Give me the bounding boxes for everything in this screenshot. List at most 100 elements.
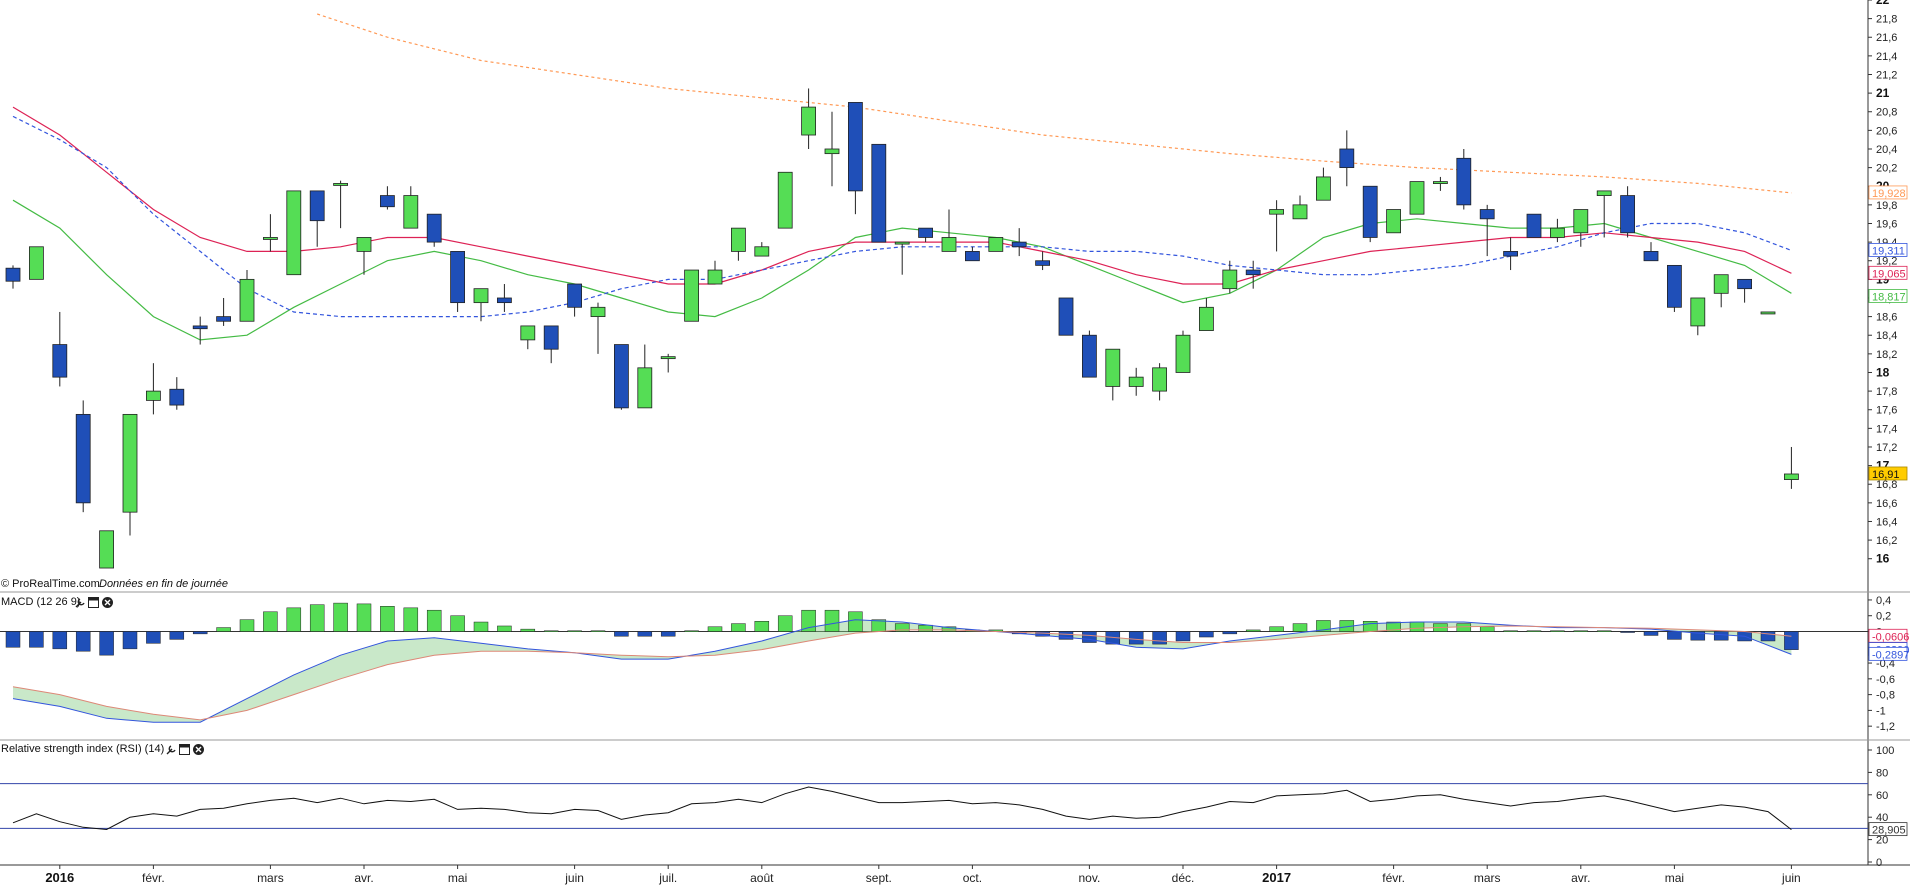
- close-icon-cross: [104, 599, 111, 606]
- macd-histogram-bar: [192, 631, 208, 635]
- candle-body: [1503, 251, 1518, 257]
- macd-histogram-bar: [707, 626, 723, 632]
- candle-body: [1292, 204, 1308, 220]
- value-tag-label: -0,0606: [1872, 631, 1909, 643]
- candle-body: [426, 213, 442, 243]
- wrench-icon-shape: [166, 745, 176, 755]
- candle-body: [1760, 311, 1776, 315]
- candle-body: [216, 316, 232, 322]
- y-tick-label: 20,2: [1876, 163, 1897, 175]
- x-tick-label: 2016: [45, 870, 74, 885]
- macd-histogram-bar: [637, 631, 653, 637]
- candle-body: [1269, 209, 1284, 215]
- candle-body: [894, 241, 910, 245]
- y-tick-label: 20,4: [1876, 144, 1897, 156]
- y-tick-label: 16: [1876, 552, 1890, 566]
- y-tick-label: 0: [1876, 857, 1882, 869]
- y-tick-label: 16,6: [1876, 498, 1897, 510]
- candle-body: [1643, 251, 1659, 262]
- candle-body: [1011, 241, 1027, 248]
- window-icon-bar: [179, 744, 190, 748]
- macd-histogram-bar: [450, 615, 465, 632]
- candle-body: [1339, 148, 1355, 169]
- candle-body: [403, 195, 419, 229]
- y-tick-label: 21,2: [1876, 69, 1897, 81]
- rsi-line: [12, 786, 1792, 831]
- candle-body: [1667, 264, 1682, 308]
- x-tick-label: mai: [1665, 871, 1684, 885]
- x-tick-label: mars: [1474, 871, 1501, 885]
- y-tick-label: 18,2: [1876, 349, 1897, 361]
- candle-body: [1737, 278, 1752, 290]
- candle-body: [75, 413, 91, 504]
- candle-body: [1245, 269, 1261, 276]
- x-tick-label: sept.: [866, 871, 892, 885]
- macd-label: MACD (12 26 9): [1, 596, 80, 608]
- macd-histogram-bar: [1292, 623, 1308, 632]
- window-icon[interactable]: [88, 597, 99, 608]
- credit-note: Données en fin de journée: [99, 578, 228, 590]
- y-tick-label: -1: [1876, 705, 1886, 717]
- x-tick-label: mai: [448, 871, 467, 885]
- y-tick-label: 17,6: [1876, 405, 1897, 417]
- candle-body: [122, 413, 138, 513]
- value-tag-label: 19,311: [1872, 245, 1905, 257]
- macd-histogram-bar: [754, 620, 770, 632]
- candle-body: [731, 227, 746, 252]
- credit-text: © ProRealTime.com: [1, 578, 100, 590]
- candle-body: [356, 237, 372, 252]
- close-icon[interactable]: [102, 597, 113, 608]
- x-tick-label: avr.: [1571, 871, 1590, 885]
- candle-body: [52, 344, 68, 378]
- macd-histogram-bar: [1784, 631, 1799, 650]
- wrench-icon[interactable]: [166, 745, 176, 755]
- macd-histogram-bar: [263, 611, 278, 632]
- candle-body: [286, 190, 302, 276]
- y-tick-label: 21,6: [1876, 32, 1897, 44]
- y-tick-label: 21,8: [1876, 14, 1897, 26]
- candle-body: [1316, 176, 1331, 201]
- candle-body: [1690, 297, 1706, 327]
- x-tick-label: déc.: [1172, 871, 1195, 885]
- candle-body: [239, 278, 255, 322]
- value-tag: [1868, 185, 1908, 200]
- window-icon[interactable]: [179, 744, 190, 755]
- macd-histogram-bar: [567, 630, 582, 632]
- macd-histogram-bar: [1620, 631, 1635, 633]
- macd-histogram-bar: [239, 619, 255, 632]
- candle-body: [450, 251, 466, 304]
- macd-line: [12, 619, 1792, 723]
- window-icon-bar: [88, 597, 99, 601]
- macd-histogram-bar: [1550, 630, 1565, 632]
- x-tick-label: avr.: [354, 871, 373, 885]
- candle-body: [1620, 195, 1635, 234]
- y-tick-label: 18,6: [1876, 312, 1897, 324]
- macd-histogram-bar: [75, 631, 91, 652]
- candle-body: [1082, 334, 1097, 378]
- candle-body: [660, 356, 676, 360]
- value-tag: [1868, 646, 1908, 661]
- y-tick-label: 100: [1876, 745, 1894, 757]
- candle-body: [1550, 227, 1565, 238]
- macd-histogram-bar: [1643, 631, 1659, 636]
- macd-histogram-bar: [426, 609, 442, 632]
- value-tag: [1868, 265, 1908, 280]
- macd-histogram-bar: [1713, 631, 1729, 641]
- macd-histogram-bar: [52, 631, 68, 650]
- candle-body: [1713, 274, 1729, 294]
- macd-histogram-bar: [1573, 630, 1589, 632]
- candle-body: [1105, 348, 1121, 387]
- macd-histogram-bar: [1479, 626, 1495, 632]
- y-tick-label: 20,8: [1876, 107, 1897, 119]
- candle-body: [848, 102, 863, 192]
- y-tick-label: 20,6: [1876, 125, 1897, 137]
- macd-histogram-bar: [497, 625, 512, 632]
- wrench-icon[interactable]: [75, 598, 85, 608]
- price-panel: [5, 13, 1799, 569]
- y-tick-label: 0,4: [1876, 595, 1891, 607]
- close-icon[interactable]: [193, 744, 204, 755]
- candle-body: [309, 190, 325, 222]
- macd-histogram-bar: [590, 630, 606, 632]
- candle-body: [1362, 185, 1378, 238]
- macd-histogram-bar: [1690, 631, 1706, 641]
